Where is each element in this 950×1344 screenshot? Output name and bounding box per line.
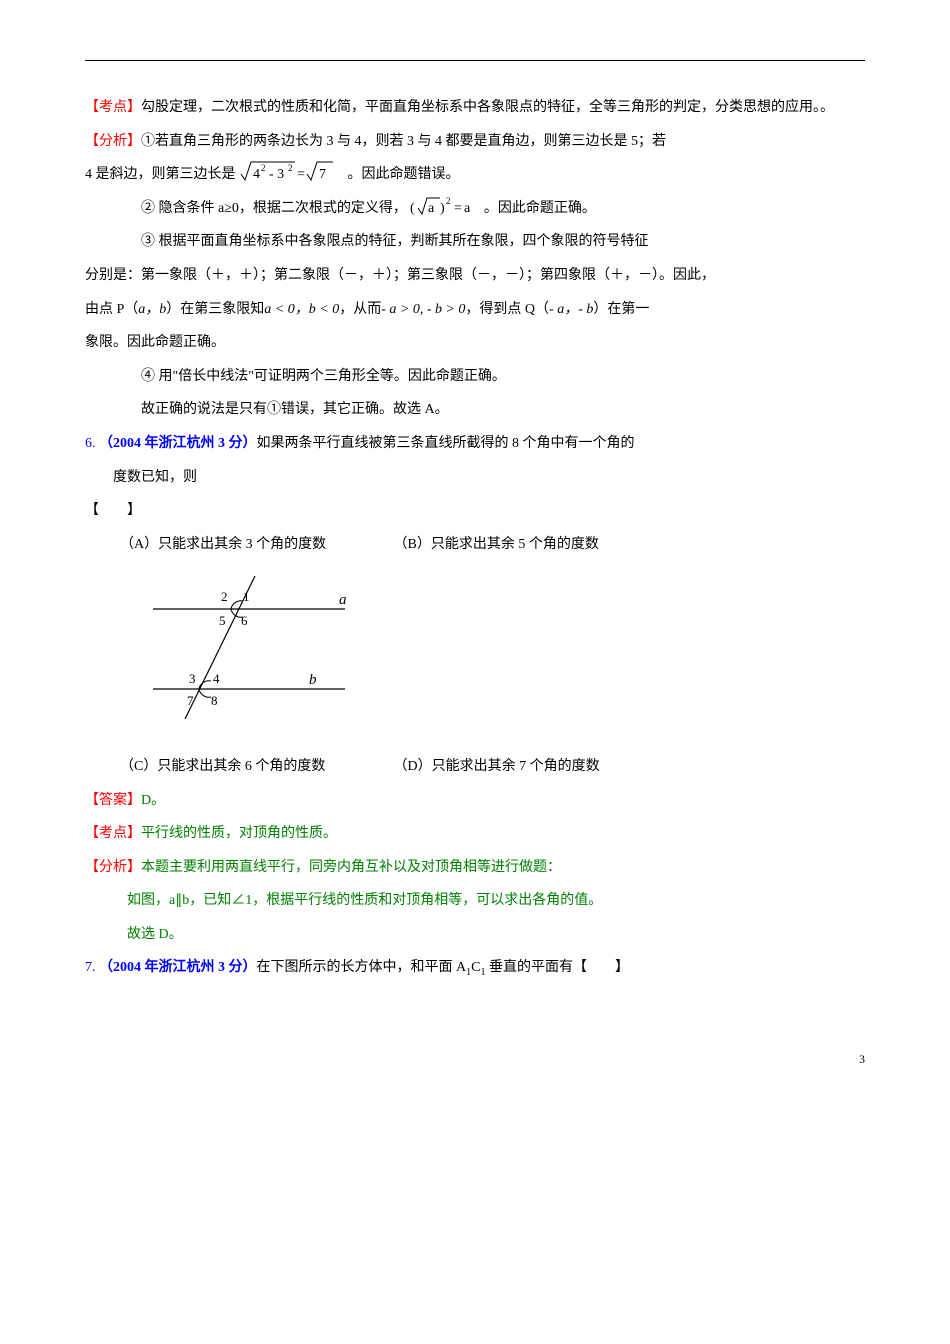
svg-text:3: 3: [189, 671, 196, 686]
q7-num: 7.: [85, 960, 96, 975]
svg-text:2: 2: [288, 163, 293, 173]
kaodian-text: 勾股定理，二次根式的性质和化简，平面直角坐标系中各象限点的特征，全等三角形的判定…: [141, 100, 834, 115]
svg-text:a: a: [464, 201, 471, 216]
q6-bracket: 【 】: [85, 494, 865, 528]
svg-text:- 3: - 3: [269, 167, 284, 182]
q6-options-row1: （A）只能求出其余 3 个角的度数 （B）只能求出其余 5 个角的度数: [85, 528, 865, 562]
q7-stem: 7. （2004 年浙江杭州 3 分）在下图所示的长方体中，和平面 A1C1 垂…: [85, 951, 865, 985]
svg-text:1: 1: [243, 589, 250, 604]
svg-text:a: a: [339, 592, 347, 608]
kaodian-block: 【考点】勾股定理，二次根式的性质和化简，平面直角坐标系中各象限点的特征，全等三角…: [85, 91, 865, 125]
q6-ans-text: D。: [141, 793, 165, 808]
q6-stem-a: 如果两条平行直线被第三条直线所截得的 8 个角中有一个角的: [257, 436, 635, 451]
q7-bracket: 【 】: [573, 960, 629, 975]
fenxi-line2: ② 隐含条件 a≥0，根据二次根式的定义得， ( a ) 2 = a 。因此命题…: [85, 192, 865, 226]
q7-stem-c: 垂直的平面有: [485, 960, 573, 975]
q6-kaodian-text: 平行线的性质，对顶角的性质。: [141, 826, 337, 841]
fenxi-p1b-b: 。因此命题错误。: [348, 167, 460, 182]
q6-fenxi-l3: 故选 D。: [85, 918, 865, 952]
fenxi-line5: 故正确的说法是只有①错误，其它正确。故选 A。: [85, 393, 865, 427]
svg-text:(: (: [410, 201, 415, 216]
q6-stem-line2: 度数已知，则: [85, 461, 865, 495]
top-rule: [85, 60, 865, 61]
q6-answer: 【答案】D。: [85, 784, 865, 818]
q6-diagram: a b 1 2 5 6 3 4 7 8: [145, 571, 865, 740]
q6-options-row2: （C）只能求出其余 6 个角的度数 （D）只能求出其余 7 个角的度数: [85, 750, 865, 784]
fenxi-line1b: 4 是斜边，则第三边长是 4 2 - 3 2 = 7 。因此命题错误。: [85, 158, 865, 192]
q6-source: （2004 年浙江杭州 3 分）: [99, 436, 257, 451]
fenxi-line3a: ③ 根据平面直角坐标系中各象限点的特征，判断其所在象限，四个象限的符号特征: [85, 225, 865, 259]
fenxi-line3b: 分别是：第一象限（＋，＋）；第二象限（－，＋）；第三象限（－，－）；第四象限（＋…: [85, 259, 865, 293]
fenxi-line3d: 象限。因此命题正确。: [85, 326, 865, 360]
q6-num: 6.: [85, 436, 96, 451]
q6-opt-a: （A）只能求出其余 3 个角的度数: [120, 528, 390, 562]
q6-fenxi-l2: 如图，a∥b，已知∠1，根据平行线的性质和对顶角相等，可以求出各角的值。: [85, 884, 865, 918]
formula-sqrt-2: ( a ) 2 = a: [410, 192, 480, 220]
svg-text:2: 2: [446, 196, 451, 206]
page-number: 3: [85, 1045, 865, 1074]
svg-text:4: 4: [213, 671, 220, 686]
fenxi-p1b-a: 4 是斜边，则第三边长是: [85, 167, 239, 182]
fenxi-p1a: ①若直角三角形的两条边长为 3 与 4，则若 3 与 4 都要是直角边，则第三边…: [141, 134, 666, 149]
q6-fenxi-p1: 本题主要利用两直线平行，同旁内角互补以及对顶角相等进行做题：: [141, 860, 561, 875]
svg-text:6: 6: [241, 613, 248, 628]
q7-stem-a: 在下图所示的长方体中，和平面 A: [257, 960, 467, 975]
fenxi-line1: 【分析】①若直角三角形的两条边长为 3 与 4，则若 3 与 4 都要是直角边，…: [85, 125, 865, 159]
q6-kaodian-label: 【考点】: [85, 826, 141, 841]
fenxi-p2a: ② 隐含条件 a≥0，根据二次根式的定义得，: [141, 201, 407, 216]
q6-kaodian: 【考点】平行线的性质，对顶角的性质。: [85, 817, 865, 851]
q6-opt-c: （C）只能求出其余 6 个角的度数: [120, 750, 390, 784]
q6-opt-b: （B）只能求出其余 5 个角的度数: [394, 537, 599, 552]
document-page: 【考点】勾股定理，二次根式的性质和化简，平面直角坐标系中各象限点的特征，全等三角…: [0, 0, 950, 1114]
svg-text:2: 2: [261, 163, 266, 173]
svg-text:): ): [440, 201, 445, 216]
fenxi-label: 【分析】: [85, 134, 141, 149]
svg-text:8: 8: [211, 693, 218, 708]
kaodian-label: 【考点】: [85, 100, 141, 115]
svg-text:7: 7: [319, 167, 326, 182]
svg-text:=: =: [454, 201, 462, 216]
formula-sqrt-1: 4 2 - 3 2 = 7: [239, 158, 344, 186]
q6-opt-d: （D）只能求出其余 7 个角的度数: [394, 759, 600, 774]
svg-text:5: 5: [219, 613, 226, 628]
svg-text:b: b: [309, 672, 317, 688]
q6-fenxi-l1: 【分析】本题主要利用两直线平行，同旁内角互补以及对顶角相等进行做题：: [85, 851, 865, 885]
svg-text:2: 2: [221, 589, 228, 604]
svg-text:=: =: [297, 167, 305, 182]
q6-stem-line1: 6. （2004 年浙江杭州 3 分）如果两条平行直线被第三条直线所截得的 8 …: [85, 427, 865, 461]
svg-text:7: 7: [187, 693, 194, 708]
fenxi-line3c: 由点 P（a，b）在第三象限知a < 0，b < 0，从而- a > 0, - …: [85, 293, 865, 327]
fenxi-p2b: 。因此命题正确。: [484, 201, 596, 216]
fenxi-line4: ④ 用"倍长中线法"可证明两个三角形全等。因此命题正确。: [85, 360, 865, 394]
q6-fenxi-label: 【分析】: [85, 860, 141, 875]
svg-text:a: a: [428, 201, 435, 216]
svg-text:4: 4: [253, 167, 260, 182]
q7-source: （2004 年浙江杭州 3 分）: [99, 960, 257, 975]
q6-ans-label: 【答案】: [85, 793, 141, 808]
